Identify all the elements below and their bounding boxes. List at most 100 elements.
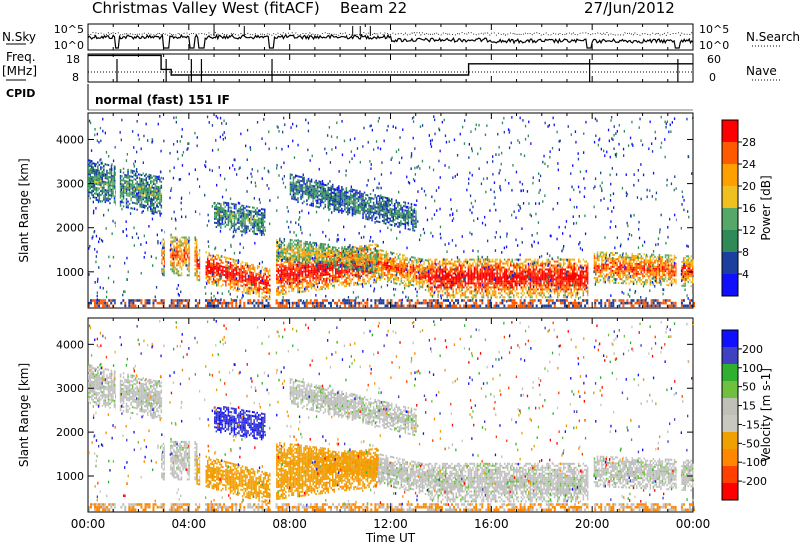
power-cell <box>210 266 212 269</box>
power-cell <box>312 285 314 288</box>
power-cell <box>310 285 313 288</box>
power-cell <box>546 274 548 277</box>
power-cell <box>326 263 328 266</box>
power-cell <box>134 174 137 177</box>
power-cell <box>133 190 135 193</box>
power-cell <box>280 277 283 280</box>
power-cell <box>255 284 257 287</box>
power-cell <box>341 267 343 270</box>
power-cell <box>412 270 415 273</box>
power-cell <box>431 286 433 289</box>
power-cell <box>558 288 560 291</box>
power-cell <box>418 287 421 290</box>
power-cell <box>188 260 190 263</box>
power-cell <box>375 259 378 262</box>
power-cell <box>415 265 418 268</box>
power-cell <box>216 274 218 277</box>
power-cell <box>415 259 418 262</box>
power-cell <box>250 271 253 274</box>
power-cell <box>228 257 230 260</box>
power-cell <box>517 280 519 283</box>
power-cell <box>342 261 345 264</box>
power-cell <box>412 276 415 279</box>
power-cell <box>464 296 467 299</box>
power-cell <box>424 273 427 275</box>
power-cell <box>516 266 518 269</box>
power-cell <box>538 282 541 285</box>
power-cell <box>581 268 583 271</box>
power-cell <box>267 272 269 275</box>
power-cell <box>421 274 424 277</box>
power-cell <box>313 261 316 264</box>
power-cell <box>561 284 563 287</box>
power-cell <box>253 288 256 291</box>
power-cell <box>525 278 527 281</box>
power-cell <box>441 264 444 267</box>
power-cell <box>258 285 260 288</box>
power-cell <box>582 270 585 273</box>
power-cell <box>131 195 134 198</box>
power-cell <box>140 205 143 208</box>
power-cell <box>353 276 355 279</box>
power-cell <box>387 270 389 273</box>
power-cell <box>455 280 457 283</box>
power-cell <box>613 263 615 266</box>
power-cell <box>156 203 158 206</box>
power-cell <box>322 272 325 274</box>
power-cell <box>345 260 348 262</box>
power-cell <box>259 286 262 288</box>
power-cell <box>98 181 101 184</box>
power-cell <box>431 278 433 281</box>
power-cell <box>601 257 603 260</box>
power-cell <box>318 270 320 273</box>
power-cell <box>136 186 138 189</box>
power-cell <box>532 290 535 293</box>
power-cell <box>555 282 557 285</box>
power-cell <box>543 274 545 277</box>
power-cell <box>578 286 580 289</box>
power-cell <box>549 282 551 285</box>
power-cell <box>286 274 289 277</box>
power-cell <box>458 286 461 289</box>
power-cell <box>217 280 220 283</box>
power-cell <box>380 273 383 276</box>
power-cell <box>556 286 559 289</box>
power-cell <box>595 271 597 274</box>
power-cell <box>565 276 568 279</box>
power-cell <box>595 281 597 283</box>
power-cell <box>614 271 617 274</box>
power-cell <box>455 266 457 269</box>
power-cell <box>369 253 372 256</box>
power-cell <box>289 284 292 287</box>
power-cell <box>186 250 189 253</box>
power-cell <box>344 247 346 250</box>
power-cell <box>303 290 305 293</box>
power-cell <box>297 257 299 260</box>
power-cell <box>567 260 569 263</box>
power-cell <box>219 263 221 265</box>
power-cell <box>438 276 441 279</box>
power-cell <box>333 246 335 249</box>
power-cell <box>377 270 380 273</box>
power-cell <box>552 270 554 273</box>
power-cell <box>441 284 444 287</box>
power-cell <box>371 251 373 254</box>
power-cell <box>522 264 524 267</box>
power-cell <box>353 251 355 253</box>
power-cell <box>437 268 439 271</box>
power-cell <box>109 186 111 189</box>
power-cell <box>335 252 337 255</box>
power-cell <box>283 258 286 260</box>
power-cell <box>437 276 439 279</box>
power-cell <box>485 272 488 275</box>
power-cell <box>604 269 606 272</box>
power-cell <box>514 284 516 287</box>
power-cell <box>499 266 501 269</box>
power-cell <box>556 284 559 287</box>
power-cell <box>351 254 354 257</box>
power-cell <box>174 252 177 255</box>
power-cell <box>98 179 101 182</box>
power-cell <box>306 254 308 257</box>
power-cell <box>454 272 456 275</box>
power-cell <box>315 278 317 281</box>
